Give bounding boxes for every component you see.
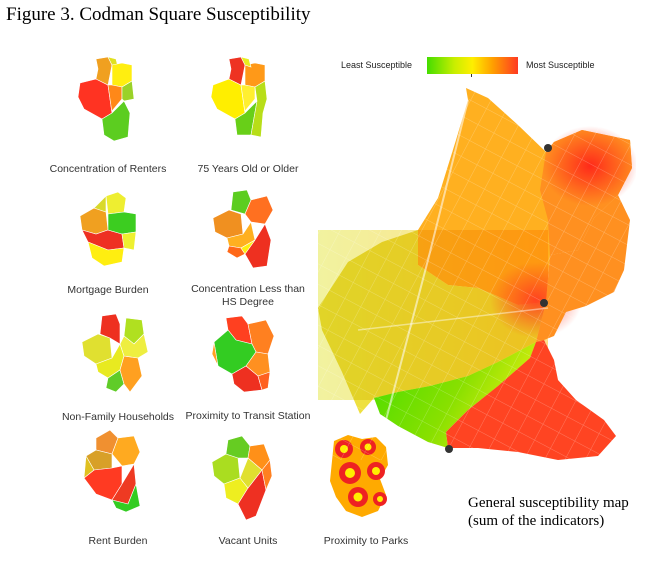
general-map-caption-line-2: (sum of the indicators) xyxy=(468,513,605,529)
indicator-region xyxy=(93,195,107,213)
legend-high-label: Most Susceptible xyxy=(526,60,595,70)
transit-station-marker xyxy=(544,144,552,152)
legend-center-tick xyxy=(471,74,472,77)
indicator-region xyxy=(105,369,125,393)
legend-low-label: Least Susceptible xyxy=(341,60,413,70)
indicator-map-rent-burden xyxy=(82,428,142,514)
park-core xyxy=(372,467,380,475)
transit-station-marker xyxy=(445,445,453,453)
indicator-region xyxy=(211,78,246,120)
general-map-caption: General susceptibility map (sum of the i… xyxy=(468,494,629,530)
indicator-region xyxy=(240,239,256,255)
indicator-region xyxy=(226,245,246,259)
caption-hs-degree: Concentration Less than HS Degree xyxy=(191,283,305,308)
indicator-region xyxy=(111,482,141,513)
indicator-region xyxy=(101,100,131,142)
indicator-region xyxy=(79,207,109,235)
caption-75-years: 75 Years Old or Older xyxy=(197,163,299,175)
indicator-region xyxy=(257,371,271,391)
indicator-region xyxy=(105,191,127,215)
indicator-region xyxy=(212,341,219,367)
caption-parks: Proximity to Parks xyxy=(323,535,409,547)
indicator-map-mortgage xyxy=(78,190,138,270)
indicator-region xyxy=(250,80,268,138)
indicator-map-hs-degree xyxy=(211,188,275,270)
indicator-region xyxy=(212,209,244,239)
caption-non-family: Non-Family Households xyxy=(61,411,175,423)
caption-mortgage: Mortgage Burden xyxy=(67,284,149,296)
general-susceptibility-map xyxy=(318,80,638,465)
figure-title: Figure 3. Codman Square Susceptibility xyxy=(6,4,311,25)
indicator-region xyxy=(121,80,135,102)
caption-transit: Proximity to Transit Station xyxy=(185,410,311,422)
caption-rent-burden: Rent Burden xyxy=(88,535,148,547)
indicator-region xyxy=(119,333,149,359)
indicator-region xyxy=(107,211,137,235)
park-core xyxy=(377,496,383,502)
park-core xyxy=(345,468,355,478)
indicator-map-transit xyxy=(212,314,274,392)
indicator-map-renters xyxy=(78,55,138,147)
indicator-region xyxy=(83,465,123,501)
indicator-region xyxy=(78,78,113,120)
indicator-region xyxy=(87,241,125,267)
indicator-region xyxy=(239,457,263,489)
indicator-region xyxy=(121,231,137,251)
park-core xyxy=(353,492,363,502)
indicator-region xyxy=(83,455,95,479)
indicator-region xyxy=(119,355,143,393)
indicator-region xyxy=(225,435,251,459)
general-map-caption-line-1: General susceptibility map xyxy=(468,495,629,511)
legend-color-bar xyxy=(427,57,518,74)
indicator-map-75-years xyxy=(211,55,271,147)
transit-station-marker xyxy=(540,299,548,307)
caption-renters: Concentration of Renters xyxy=(49,163,167,175)
indicator-map-vacant xyxy=(210,434,272,522)
indicator-map-non-family xyxy=(80,312,152,394)
indicator-region xyxy=(240,56,252,68)
caption-vacant: Vacant Units xyxy=(218,535,278,547)
indicator-region xyxy=(261,459,272,492)
